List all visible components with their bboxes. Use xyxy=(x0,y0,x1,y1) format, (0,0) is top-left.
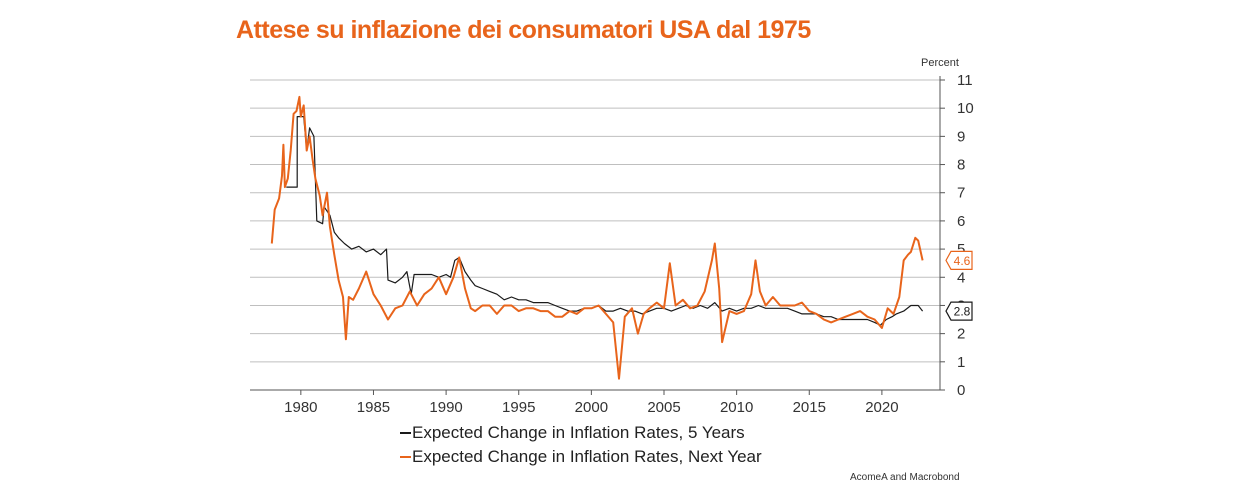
x-tick-label-1990: 1990 xyxy=(429,399,462,416)
legend-swatch-five-year xyxy=(400,431,411,434)
legend-item-five-year: Expected Change in Inflation Rates, 5 Ye… xyxy=(400,421,762,445)
end-value-labels: 4.6 2.8 xyxy=(945,250,973,321)
x-tick-label-2010: 2010 xyxy=(720,399,753,416)
y-tick-label-2: 2 xyxy=(957,326,965,343)
x-tick-label-1985: 1985 xyxy=(357,399,390,416)
legend: Expected Change in Inflation Rates, 5 Ye… xyxy=(400,421,762,469)
end-label-five-year: 2.8 xyxy=(945,301,973,321)
x-tick-label-2005: 2005 xyxy=(647,399,680,416)
end-label-next-year: 4.6 xyxy=(945,250,973,270)
y-tick-label-6: 6 xyxy=(957,213,965,230)
y-tick-label-1: 1 xyxy=(957,354,965,371)
y-tick-label-9: 9 xyxy=(957,128,965,145)
series-lines xyxy=(270,95,924,380)
end-label-five-year-box xyxy=(945,301,973,321)
source-note: AcomeA and Macrobond xyxy=(850,472,960,483)
legend-label-next-year: Expected Change in Inflation Rates, Next… xyxy=(412,447,762,466)
axes: 0123456789101119801985199019952000200520… xyxy=(250,72,974,416)
legend-label-five-year: Expected Change in Inflation Rates, 5 Ye… xyxy=(412,423,745,442)
x-tick-label-2000: 2000 xyxy=(575,399,608,416)
series-line-next-year xyxy=(270,95,924,380)
legend-swatch-next-year xyxy=(400,455,411,458)
legend-item-next-year: Expected Change in Inflation Rates, Next… xyxy=(400,445,762,469)
y-tick-label-11: 11 xyxy=(957,72,973,89)
y-tick-label-8: 8 xyxy=(957,157,965,174)
end-label-next-year-box xyxy=(945,250,973,270)
y-axis-unit-label: Percent xyxy=(921,57,959,69)
y-tick-label-4: 4 xyxy=(957,269,965,286)
chart-title: Attese su inflazione dei consumatori USA… xyxy=(236,16,811,44)
x-tick-label-1995: 1995 xyxy=(502,399,535,416)
y-tick-label-7: 7 xyxy=(957,185,965,202)
y-tick-label-5: 5 xyxy=(957,241,965,258)
x-tick-label-2015: 2015 xyxy=(793,399,826,416)
end-label-next-year-text: 4.6 xyxy=(954,254,971,268)
x-tick-label-2020: 2020 xyxy=(865,399,898,416)
end-label-five-year-text: 2.8 xyxy=(954,305,971,319)
y-tick-label-0: 0 xyxy=(957,382,965,399)
grid-lines xyxy=(250,79,940,363)
y-tick-label-10: 10 xyxy=(957,100,974,117)
x-tick-label-1980: 1980 xyxy=(284,399,317,416)
